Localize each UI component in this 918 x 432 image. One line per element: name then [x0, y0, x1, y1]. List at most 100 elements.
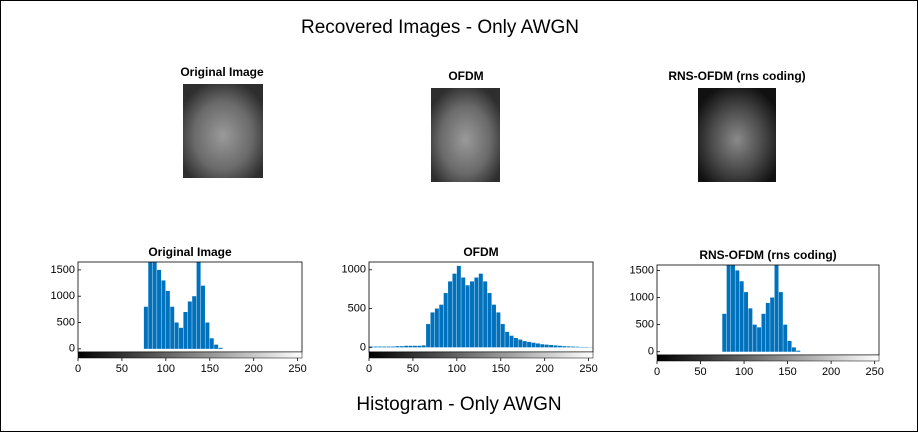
bar — [731, 265, 735, 352]
x-tick-label: 0 — [654, 366, 660, 378]
bar — [774, 265, 779, 352]
bar — [575, 346, 580, 348]
x-tick-label: 200 — [822, 366, 840, 378]
bar — [209, 338, 214, 349]
bar — [152, 262, 157, 349]
bar — [399, 346, 404, 348]
bar — [408, 345, 413, 348]
bar — [557, 345, 562, 348]
bar — [404, 345, 409, 348]
bar — [421, 345, 426, 348]
bar — [148, 262, 153, 349]
bar — [513, 338, 518, 348]
image-label: RNS-OFDM (rns coding) — [668, 69, 805, 83]
bar — [157, 269, 162, 349]
x-tick-label: 50 — [116, 363, 128, 375]
bar — [439, 304, 444, 348]
x-tick-label: 150 — [201, 363, 219, 375]
bar — [765, 302, 770, 352]
bar — [461, 277, 466, 348]
image-label: OFDM — [448, 69, 483, 83]
bar — [527, 341, 532, 348]
bar — [200, 285, 205, 349]
bar — [456, 265, 461, 348]
bar — [390, 346, 395, 348]
bar — [761, 313, 766, 352]
x-tick-label: 150 — [778, 366, 796, 378]
bar — [540, 344, 545, 348]
bar — [487, 293, 492, 348]
bar — [522, 341, 527, 348]
x-tick-label: 0 — [75, 363, 81, 375]
x-tick-label: 100 — [735, 366, 753, 378]
x-tick-label: 50 — [694, 366, 706, 378]
bar — [448, 281, 453, 348]
bar — [562, 346, 567, 348]
image — [183, 84, 263, 178]
x-tick-label: 200 — [536, 363, 554, 375]
bar — [205, 322, 210, 349]
image-label: Original Image — [180, 65, 264, 79]
bar — [196, 262, 201, 349]
bar — [744, 292, 749, 352]
y-tick-label: 1000 — [630, 291, 654, 303]
x-tick-label: 150 — [492, 363, 510, 375]
y-tick-label: 500 — [636, 319, 654, 331]
plot — [722, 265, 801, 352]
bar — [571, 346, 576, 348]
bar — [382, 346, 387, 348]
x-tick-label: 0 — [366, 363, 372, 375]
bar — [430, 312, 435, 348]
colorbar — [77, 351, 303, 359]
bar — [791, 347, 796, 352]
y-tick-label: 500 — [348, 302, 366, 314]
chart-title: Original Image — [148, 245, 232, 259]
bar — [179, 327, 184, 349]
bar — [161, 280, 166, 349]
x-tick-label: 250 — [288, 363, 306, 375]
x-tick-label: 100 — [448, 363, 466, 375]
bar — [192, 296, 197, 349]
chart-title: RNS-OFDM (rns coding) — [699, 248, 836, 262]
bar — [465, 285, 470, 348]
bar — [735, 270, 740, 352]
bar — [796, 350, 801, 352]
y-tick-label: 1500 — [51, 264, 75, 276]
bar — [509, 335, 514, 348]
bar — [778, 292, 783, 352]
colorbar — [656, 354, 880, 362]
bar — [783, 324, 788, 352]
plot — [143, 262, 223, 349]
bar — [187, 301, 192, 349]
bar — [395, 346, 400, 348]
bar — [500, 324, 505, 348]
bar — [165, 290, 170, 349]
figure-title: Recovered Images - Only AWGN — [301, 17, 579, 38]
x-tick-label: 100 — [157, 363, 175, 375]
bar — [757, 327, 762, 352]
bar — [218, 347, 223, 349]
bar — [170, 306, 175, 349]
bar — [722, 313, 727, 352]
bar — [470, 281, 475, 348]
bar — [566, 346, 571, 348]
bar — [452, 273, 457, 348]
footer-title: Histogram - Only AWGN — [356, 394, 561, 415]
colorbar — [368, 351, 594, 359]
x-tick-label: 200 — [245, 363, 263, 375]
bar — [386, 346, 391, 348]
plot — [369, 265, 593, 348]
bar — [549, 345, 554, 348]
y-tick-label: 0 — [648, 346, 654, 358]
bar — [373, 346, 378, 348]
bar — [553, 345, 558, 348]
image — [698, 88, 776, 182]
bar — [726, 265, 731, 352]
bar — [474, 277, 479, 348]
bar — [183, 312, 188, 349]
bar — [535, 343, 540, 348]
bar — [518, 339, 523, 348]
bar — [483, 281, 488, 348]
bar — [143, 306, 148, 349]
